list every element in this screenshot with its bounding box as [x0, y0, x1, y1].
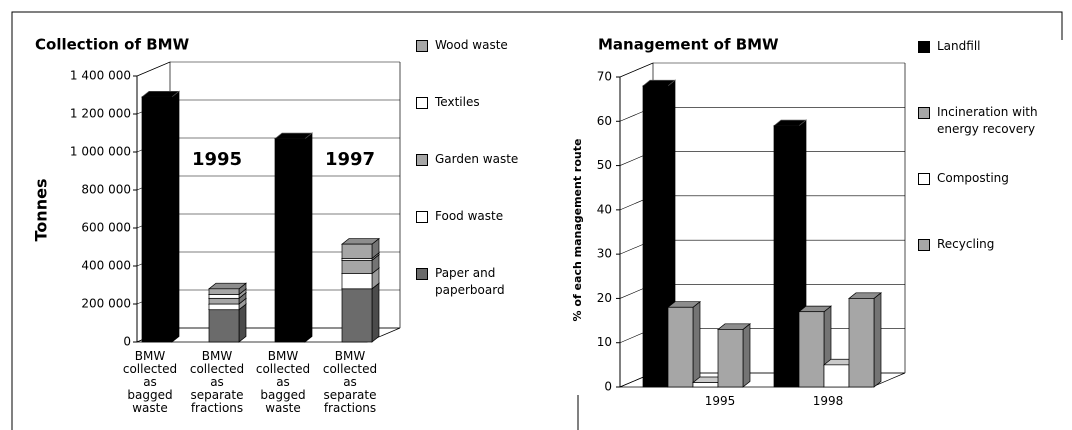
legend-swatch — [416, 268, 428, 280]
bar — [848, 298, 875, 388]
y-tick-label: 0 — [123, 335, 131, 349]
chart-title: Management of BMW — [598, 36, 779, 54]
bar-segment — [341, 273, 373, 290]
bar — [642, 85, 669, 388]
bar — [773, 125, 800, 388]
legend-swatch — [918, 41, 930, 53]
legend-label: Garden waste — [435, 152, 519, 166]
legend-swatch — [918, 239, 930, 251]
y-tick-label: 20 — [597, 291, 612, 305]
legend-swatch — [416, 97, 428, 109]
bar — [692, 382, 719, 388]
y-tick-label: 70 — [597, 70, 612, 84]
bar — [823, 364, 850, 388]
y-tick-label: 40 — [597, 202, 612, 216]
legend-label: Landfill — [937, 39, 981, 53]
bar-segment — [208, 309, 240, 343]
legend-swatch — [918, 107, 930, 119]
bar-segment — [341, 259, 373, 274]
chart-title: Collection of BMW — [35, 36, 190, 54]
bar-segment-side — [238, 303, 247, 343]
y-tick-label: 200 000 — [81, 297, 131, 311]
bar-side — [692, 300, 701, 388]
legend-label: Wood waste — [435, 38, 508, 52]
bar-segment — [208, 294, 240, 299]
x-tick-label: BMW collected as bagged waste — [122, 349, 178, 415]
bar — [798, 311, 825, 388]
bar — [667, 306, 694, 388]
bar-segment — [141, 96, 173, 343]
legend-item: Recycling — [918, 236, 1058, 253]
legend-item: Composting — [918, 170, 1058, 187]
bar-segment-top — [208, 282, 247, 290]
bar-segment — [208, 303, 240, 311]
x-tick-label: 1998 — [812, 394, 844, 408]
legend-item: Landfill — [918, 38, 1058, 55]
legend-item: Paper and paperboard — [416, 265, 556, 299]
legend-label: Recycling — [937, 237, 995, 251]
legend-swatch — [416, 154, 428, 166]
bar-side — [742, 323, 751, 388]
y-tick-label: 60 — [597, 114, 612, 128]
y-tick-label: 1 400 000 — [70, 69, 131, 83]
bar-segment-top — [141, 90, 180, 98]
bar-segment-side — [171, 90, 180, 343]
legend-swatch — [918, 173, 930, 185]
x-tick-label: BMW collected as bagged waste — [255, 349, 311, 415]
legend-item: Wood waste — [416, 37, 556, 54]
legend-swatch — [416, 211, 428, 223]
legend-swatch — [416, 40, 428, 52]
x-tick-label: BMW collected as separate fractions — [189, 349, 245, 415]
y-tick-label: 30 — [597, 247, 612, 261]
bar-segment-top — [341, 238, 380, 245]
bar-segment — [341, 243, 373, 259]
y-axis-label: Tonnes — [32, 179, 51, 242]
y-tick-label: 0 — [604, 380, 612, 394]
x-tick-label: 1995 — [704, 394, 736, 408]
legend-label: Food waste — [435, 209, 504, 223]
legend-label: Textiles — [435, 95, 480, 109]
bar-segment-top — [274, 132, 313, 140]
bar-side — [873, 292, 882, 388]
bar-segment-side — [304, 132, 313, 343]
legend-item: Incineration with energy recovery — [918, 104, 1058, 138]
y-tick-label: 800 000 — [81, 183, 131, 197]
frame — [11, 11, 1063, 430]
legend-label: Composting — [937, 171, 1009, 185]
y-tick-label: 400 000 — [81, 259, 131, 273]
legend-label: Paper and paperboard — [435, 266, 505, 297]
legend-item: Garden waste — [416, 151, 556, 168]
bar-segment — [274, 138, 306, 343]
y-tick-label: 1 000 000 — [70, 145, 131, 159]
annotation: 1995 — [192, 149, 242, 170]
y-tick-label: 600 000 — [81, 221, 131, 235]
bar-segment — [208, 288, 240, 295]
y-axis-label: % of each management route — [571, 139, 584, 322]
x-tick-label: BMW collected as separate fractions — [322, 349, 378, 415]
legend-item: Textiles — [416, 94, 556, 111]
annotation: 1997 — [325, 149, 375, 170]
grid-line — [619, 62, 905, 78]
bar-segment-side — [371, 282, 380, 343]
grid-line — [136, 61, 400, 77]
y-tick-label: 10 — [597, 335, 612, 349]
legend-item: Food waste — [416, 208, 556, 225]
bar-segment — [341, 288, 373, 343]
legend-label: Incineration with energy recovery — [937, 105, 1038, 136]
y-tick-label: 1 200 000 — [70, 107, 131, 121]
y-tick-label: 50 — [597, 158, 612, 172]
bar-segment — [208, 297, 240, 305]
bar — [717, 329, 744, 388]
